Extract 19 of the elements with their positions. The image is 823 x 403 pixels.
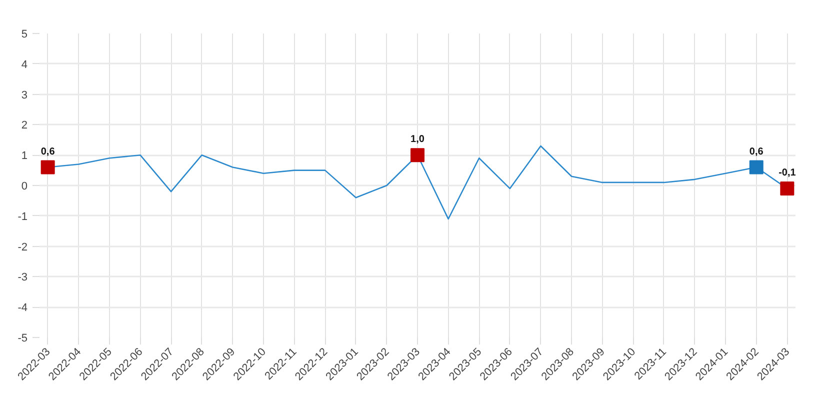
point	[749, 160, 764, 174]
y-tick-label: -2	[18, 241, 28, 254]
y-tick-label: 4	[21, 58, 28, 71]
point	[780, 182, 794, 196]
y-tick-label: -5	[18, 332, 28, 344]
y-tick-label: 5	[21, 28, 28, 40]
data-label: -0,1	[778, 168, 796, 179]
y-tick-label: 1	[21, 150, 28, 162]
y-tick-label: -1	[18, 210, 28, 223]
y-tick-label: 2	[21, 120, 28, 132]
y-tick-label: 3	[21, 89, 28, 102]
data-label: 1,0	[410, 134, 425, 146]
y-tick-label: -4	[18, 302, 28, 314]
point	[40, 160, 55, 174]
point	[410, 148, 424, 162]
y-tick-label: -3	[18, 272, 28, 284]
y-tick-label: 0	[21, 180, 28, 192]
data-label: 0,6	[749, 146, 764, 158]
data-label: 0,6	[40, 146, 56, 158]
